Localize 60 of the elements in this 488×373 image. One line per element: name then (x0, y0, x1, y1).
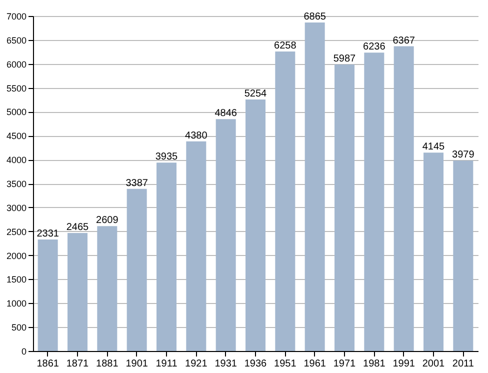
data-label: 6258 (274, 40, 297, 52)
y-tick-label: 6000 (6, 59, 26, 70)
data-label: 2609 (96, 215, 119, 226)
data-label: 4846 (214, 108, 238, 120)
bar (186, 141, 206, 351)
y-tick-label: 4500 (6, 131, 26, 142)
bar (364, 52, 384, 351)
y-tick-label: 5000 (6, 107, 26, 118)
data-label: 3935 (155, 152, 178, 163)
x-tick-label: 1951 (274, 358, 297, 370)
x-tick-label: 1931 (214, 358, 238, 370)
data-label: 4145 (422, 142, 446, 153)
data-label: 6865 (304, 11, 326, 22)
y-tick-label: 5500 (6, 83, 26, 94)
bar (126, 188, 147, 351)
data-label: 5987 (333, 53, 356, 64)
bar (38, 239, 58, 351)
y-tick-label: 2500 (6, 226, 26, 237)
bar (394, 46, 414, 351)
y-tick-label: 500 (11, 322, 26, 333)
y-tick-label: 0 (21, 346, 26, 356)
y-tick-label: 7000 (6, 12, 26, 22)
x-tick-label: 1921 (185, 358, 208, 370)
bar (334, 64, 354, 351)
bar (424, 152, 444, 351)
y-tick-label: 3000 (6, 202, 26, 213)
x-tick-label: 1991 (392, 358, 416, 370)
bar (453, 160, 474, 351)
bar (68, 233, 88, 351)
x-tick-label: 1936 (244, 358, 268, 370)
x-tick-label: 1981 (363, 358, 386, 370)
bar (275, 52, 296, 351)
x-tick-label: 1971 (333, 358, 356, 370)
data-label: 2331 (36, 228, 60, 240)
x-tick-label: 2001 (422, 358, 446, 370)
bar (156, 162, 176, 351)
y-tick-label: 3500 (6, 179, 26, 189)
x-tick-label: 1861 (36, 358, 60, 370)
bar (304, 22, 325, 351)
data-label: 4380 (185, 130, 208, 142)
data-label: 5254 (244, 88, 268, 100)
data-label: 3979 (452, 150, 475, 161)
x-tick-label: 1911 (156, 358, 178, 370)
data-label: 6367 (392, 35, 416, 46)
y-tick-label: 1000 (6, 298, 26, 309)
x-tick-label: 1901 (126, 358, 148, 370)
data-label: 3387 (126, 178, 148, 189)
y-tick-label: 2000 (6, 250, 26, 261)
data-label: 6236 (363, 42, 386, 53)
bar (216, 119, 236, 351)
x-tick-label: 1961 (304, 358, 326, 370)
x-tick-label: 1881 (96, 358, 119, 370)
x-tick-label: 1871 (66, 358, 90, 370)
y-tick-label: 4000 (6, 155, 26, 166)
bar (97, 226, 118, 351)
x-tick-label: 2011 (452, 358, 474, 370)
data-label: 2465 (66, 222, 90, 234)
y-tick-label: 1500 (6, 274, 26, 285)
y-tick-label: 6500 (6, 35, 26, 46)
bar (246, 100, 266, 351)
